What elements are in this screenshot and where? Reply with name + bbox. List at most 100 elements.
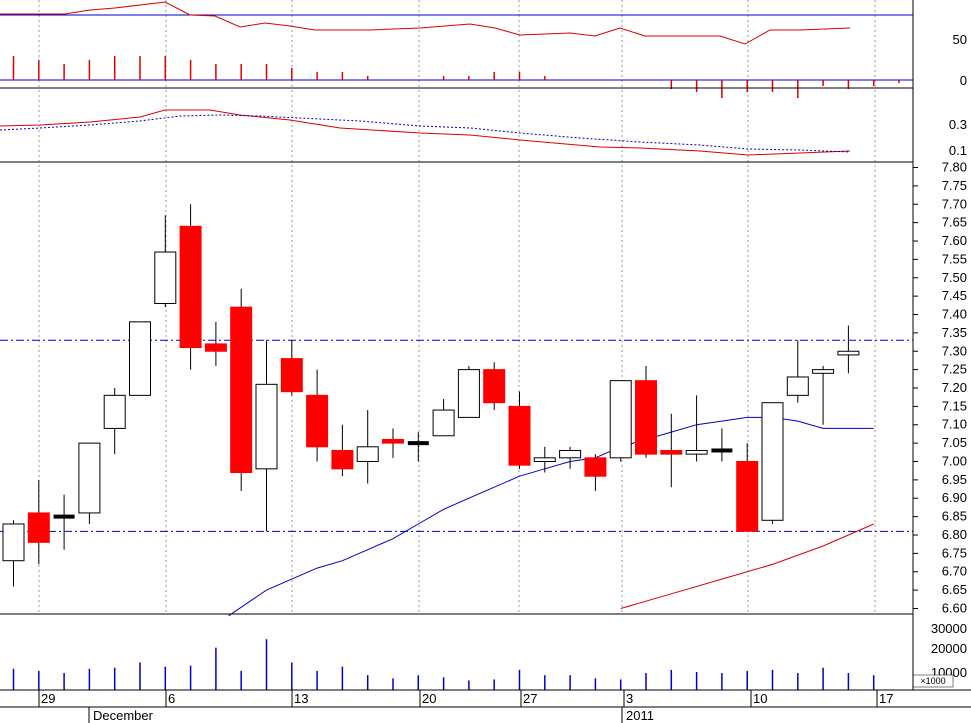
candle-body — [255, 383, 278, 470]
candle — [609, 380, 632, 462]
price-tick-label: 7.80 — [942, 160, 967, 175]
price-tick-label: 7.65 — [942, 215, 967, 230]
candle-body — [129, 321, 151, 396]
price-axis: 7.80 7.75 7.70 7.65 7.60 7.55 7.50 7.45 7.40 7.35… — [913, 160, 967, 615]
candle-body — [280, 358, 303, 393]
osc-tick-50: 50 — [953, 32, 967, 47]
day-label: 17 — [879, 691, 893, 706]
price-tick-label: 6.65 — [942, 582, 967, 597]
candle — [559, 446, 582, 469]
vol-tick-20000: 20000 — [931, 641, 967, 656]
candle-body — [204, 343, 227, 352]
candle — [685, 395, 708, 462]
price-tick-label: 7.75 — [942, 178, 967, 193]
price-tick-label: 6.85 — [942, 509, 967, 524]
volume-panel: 30000 20000 10000 ×1000 — [12, 621, 967, 690]
candlesticks — [2, 204, 860, 587]
candle-body — [837, 350, 860, 356]
candle-body — [382, 438, 404, 444]
candle — [533, 446, 556, 473]
candle — [761, 402, 784, 524]
candle — [584, 454, 607, 491]
price-tick-label: 7.30 — [942, 343, 967, 358]
macd-line — [0, 109, 851, 156]
candle — [179, 204, 202, 370]
candle-body — [609, 380, 632, 459]
price-tick-label: 7.60 — [942, 233, 967, 248]
price-tick-label: 7.35 — [942, 325, 967, 340]
price-tick-label: 7.25 — [942, 362, 967, 377]
price-tick-label: 6.90 — [942, 490, 967, 505]
price-tick-label: 6.80 — [942, 527, 967, 542]
candle-body — [635, 380, 657, 455]
month-label-december: December — [93, 708, 154, 723]
candle — [204, 321, 227, 366]
candle-body — [559, 449, 582, 459]
day-labels: 29 6 13 20 27 3 10 17 — [38, 690, 893, 707]
candle — [129, 321, 151, 396]
price-panel: 7.80 7.75 7.70 7.65 7.60 7.55 7.50 7.45 7.40 7.35… — [0, 160, 967, 617]
candle — [660, 413, 683, 488]
price-tick-label: 6.60 — [942, 600, 967, 615]
candle-body — [786, 376, 809, 396]
candle — [306, 369, 329, 462]
candle — [736, 443, 759, 532]
candle-body — [331, 449, 354, 470]
price-tick-label: 7.40 — [942, 307, 967, 322]
month-label-2011: 2011 — [626, 708, 654, 723]
candle-body — [407, 441, 429, 446]
price-tick-label: 7.55 — [942, 251, 967, 266]
price-tick-label: 6.95 — [942, 472, 967, 487]
candle-body — [711, 448, 733, 453]
candle-body — [457, 369, 480, 418]
candle-body — [53, 514, 75, 519]
volume-bars — [12, 639, 875, 690]
day-label: 13 — [294, 691, 308, 706]
price-tick-label: 7.15 — [942, 398, 967, 413]
macd-panel: 0.3 0.1 — [0, 109, 967, 158]
moving-average-red — [620, 523, 874, 609]
candle-body — [508, 405, 531, 466]
osc-tick-0: 0 — [960, 73, 967, 88]
candle — [255, 340, 278, 532]
volume-unit-label: ×1000 — [920, 676, 945, 686]
price-tick-label: 6.70 — [942, 564, 967, 579]
candle-body — [27, 512, 50, 543]
candle-body — [432, 409, 455, 437]
candle-body — [483, 369, 506, 404]
candle — [53, 494, 75, 550]
candle — [382, 428, 404, 458]
price-tick-label: 7.20 — [942, 380, 967, 395]
price-tick-label: 7.70 — [942, 196, 967, 211]
candle — [635, 365, 657, 458]
candle-body — [154, 251, 177, 304]
candle-body — [584, 457, 607, 477]
candle — [78, 442, 101, 524]
day-label: 27 — [523, 691, 537, 706]
candle — [812, 365, 835, 425]
macd-tick-0.3: 0.3 — [949, 117, 967, 132]
candle — [331, 424, 354, 477]
price-tick-label: 7.45 — [942, 288, 967, 303]
candle-body — [103, 394, 126, 429]
candle — [508, 391, 531, 469]
macd-tick-0.1: 0.1 — [949, 143, 967, 158]
candle — [280, 340, 303, 396]
candle — [27, 479, 50, 565]
candle-body — [736, 460, 759, 532]
candle-body — [78, 442, 101, 514]
day-label: 3 — [626, 691, 633, 706]
candle — [103, 388, 126, 455]
candle-body — [660, 449, 683, 455]
candle-body — [761, 402, 784, 521]
signal-line — [0, 114, 851, 153]
candle — [786, 340, 809, 403]
candle-body — [812, 369, 835, 374]
candle-body — [685, 449, 708, 455]
candle-body — [2, 523, 25, 562]
candle — [711, 428, 733, 462]
oscillator-panel: 50 0 — [0, 1, 967, 98]
candle — [356, 410, 379, 484]
date-axis: 29 6 13 20 27 3 10 17 December 2011 — [0, 689, 971, 723]
